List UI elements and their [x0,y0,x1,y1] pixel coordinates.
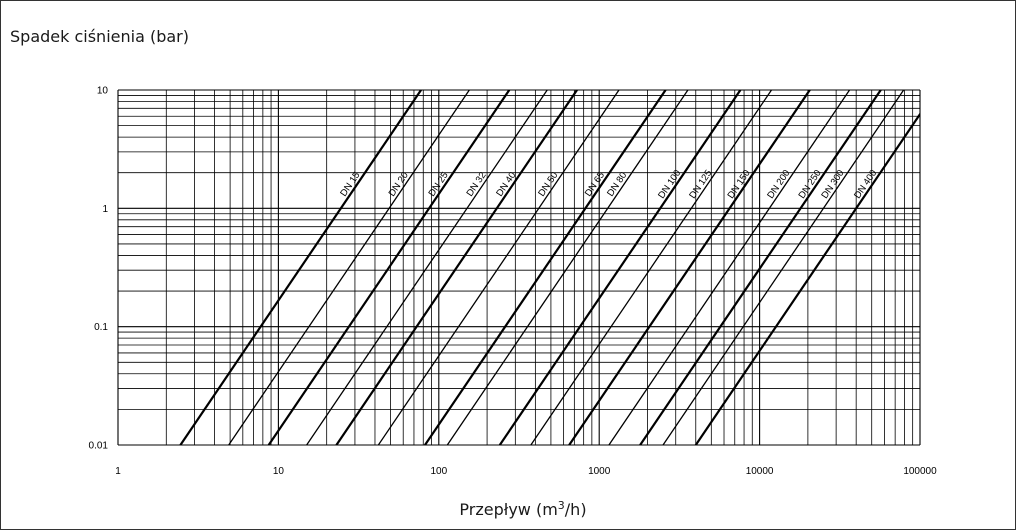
series-line [228,90,470,445]
x-tick-label: 10000 [746,466,774,477]
series-line [424,90,667,445]
series-line [179,90,422,445]
series-line [306,90,548,445]
x-axis-label-prefix: Przepływ (m [459,500,557,519]
x-axis-label-superscript: 3 [558,499,565,512]
series-line [662,90,905,445]
x-tick-label: 100 [430,466,447,477]
series-line [377,90,620,445]
series-line [498,90,742,445]
tick-labels: 0.01 0.1 1 10 1 10 100 1000 10000 100000 [89,86,938,478]
x-tick-label: 100000 [903,466,937,477]
series-line [530,90,773,445]
y-tick-label: 0.1 [94,322,108,333]
y-axis-label: Spadek ciśnienia (bar) [10,27,189,46]
y-tick-label: 0.01 [89,441,109,452]
series-line [568,90,811,445]
y-tick-label: 1 [102,204,108,215]
series-line [446,90,689,445]
series-lines [179,90,920,445]
y-tick-label: 10 [97,86,109,97]
series-line [694,112,920,445]
x-axis-label-suffix: /h) [565,500,587,519]
series-line [267,90,511,445]
series-line [335,90,578,445]
series-line [608,90,851,445]
series-line [639,90,882,445]
x-axis-label: Przepływ (m3/h) [459,499,586,519]
x-tick-label: 10 [273,466,285,477]
x-tick-label: 1 [115,466,121,477]
grid [117,89,921,446]
x-tick-label: 1000 [588,466,611,477]
